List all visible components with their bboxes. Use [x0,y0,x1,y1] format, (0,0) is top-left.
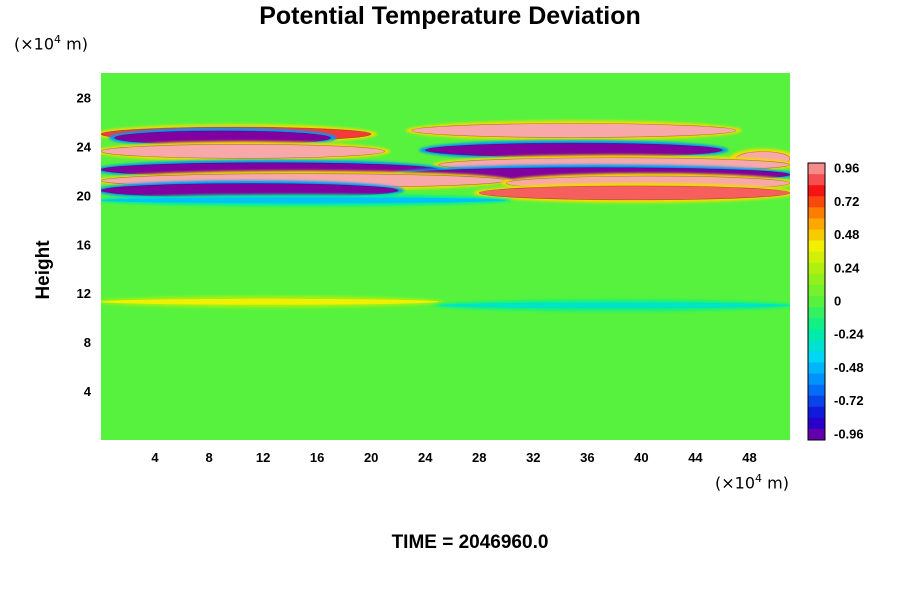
colorbar-swatch [808,284,825,297]
colorbar-swatch [808,395,825,408]
colorbar-swatch [808,251,825,264]
time-label: TIME = 2046960.0 [391,532,549,553]
colorbar-swatch [808,417,825,430]
colorbar-swatch [808,273,825,286]
x-axis-unit: (×104 m) [715,472,789,493]
x-tick-label: 40 [634,450,648,465]
chart-title: Potential Temperature Deviation [259,2,641,30]
heatmap-band [101,298,439,305]
y-tick-label: 12 [77,286,91,301]
colorbar-tick-label: 0.48 [834,227,859,242]
colorbar-swatch [808,318,825,330]
x-tick-labels: 4 8 12 16 20 24 28 32 36 40 44 48 [151,450,756,465]
colorbar-swatch [808,329,825,341]
heatmap-band [479,185,790,201]
colorbar-frame [807,162,826,441]
colorbar-tick-label: -0.24 [834,327,864,342]
x-tick-label: 44 [688,450,703,465]
x-tick-label: 16 [310,450,324,465]
heatmap-band [101,143,385,159]
colorbar-tick-label: -0.72 [834,393,864,408]
y-tick-label: 24 [77,139,92,154]
colorbar-tick-label: 0.72 [834,194,859,209]
heatmap-band [101,197,507,204]
x-tick-label: 32 [526,450,540,465]
y-tick-label: 8 [84,335,91,350]
y-tick-label: 16 [77,237,91,252]
colorbar-swatch [808,262,825,275]
colorbar-swatch [808,185,825,197]
heatmap-band [424,142,723,158]
x-tick-label: 28 [472,450,486,465]
x-tick-label: 48 [742,450,756,465]
colorbar-swatch [808,207,825,219]
y-tick-label: 4 [84,384,92,399]
colorbar: 0.96 0.72 0.48 0.24 0 -0.24 -0.48 -0.72 -0.96 [807,161,864,441]
colorbar-swatch [808,218,825,230]
colorbar-tick-label: 0 [834,294,841,309]
colorbar-tick-label: 0.96 [834,161,859,176]
colorbar-swatch [808,295,825,308]
y-axis-unit: (×104 m) [14,33,88,54]
heatmap-band [411,123,737,138]
colorbar-tick-label: -0.96 [834,426,864,441]
colorbar-swatch [808,406,825,419]
y-tick-label: 28 [77,90,91,105]
colorbar-swatch [808,351,825,363]
colorbar-swatch [808,163,825,175]
colorbar-swatch [808,307,825,319]
x-tick-label: 12 [256,450,270,465]
x-tick-label: 8 [205,450,212,465]
y-tick-labels: 4 8 12 16 20 24 28 [77,90,92,399]
colorbar-swatch [808,174,825,186]
heatmap-bands [101,120,790,312]
colorbar-tick-label: 0.24 [834,260,860,275]
colorbar-swatch [808,229,825,241]
colorbar-swatch [808,384,825,396]
colorbar-swatch [808,428,825,441]
y-tick-label: 20 [77,188,91,203]
x-tick-label: 20 [364,450,378,465]
colorbar-swatch [808,362,825,374]
heatmap-band [438,302,790,309]
x-tick-label: 36 [580,450,594,465]
colorbar-swatch [808,340,825,352]
x-tick-label: 4 [151,450,159,465]
colorbar-swatch [808,373,825,385]
colorbar-swatch [808,240,825,252]
colorbar-swatch [808,196,825,208]
x-tick-label: 24 [418,450,433,465]
colorbar-tick-label: -0.48 [834,360,864,375]
